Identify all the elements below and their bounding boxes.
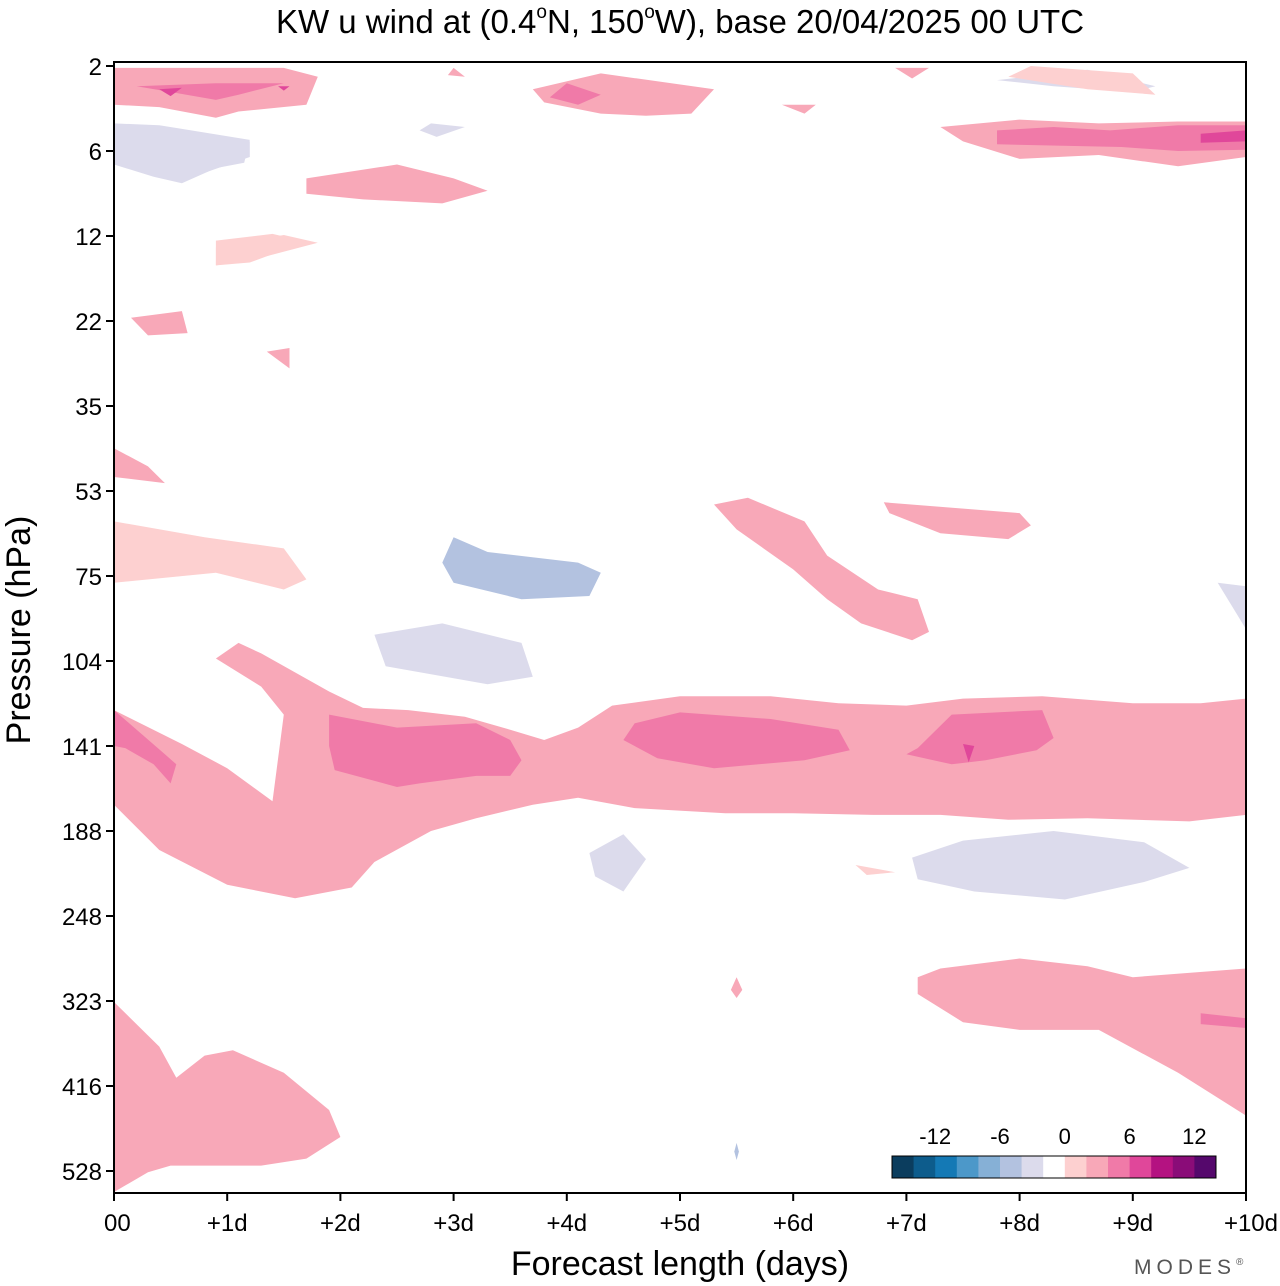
x-tick-label: +5d (660, 1210, 701, 1237)
x-tick-label: 00 (104, 1210, 131, 1237)
colorbar-swatch (1043, 1156, 1066, 1178)
y-tick-label: 323 (62, 989, 102, 1016)
contour-region (1200, 1013, 1246, 1028)
colorbar-label: -6 (990, 1124, 1010, 1149)
contour-region (215, 233, 307, 266)
colorbar-swatch (1172, 1156, 1195, 1178)
y-axis: 2 6 12 22 35 53 75 104 141 188 248 323 416 528 (62, 54, 114, 1186)
contour-region (734, 1142, 739, 1160)
contour-region (266, 348, 290, 369)
x-tick-label: +6d (773, 1210, 814, 1237)
contour-region (114, 642, 1246, 899)
colorbar-swatch (1000, 1156, 1022, 1178)
y-tick-label: 104 (62, 649, 102, 676)
contour-region (114, 710, 177, 784)
y-tick-label: 248 (62, 904, 102, 931)
y-tick-label: 188 (62, 819, 102, 846)
y-tick-label: 53 (75, 479, 102, 506)
contour-region (895, 67, 929, 79)
contour-region (912, 831, 1190, 900)
colorbar-label: 12 (1182, 1124, 1206, 1149)
contour-region (1217, 582, 1246, 630)
contour-region (1200, 130, 1246, 143)
colorbar-swatch (935, 1156, 958, 1178)
colorbar-swatch (1129, 1156, 1152, 1178)
contour-region (114, 521, 307, 590)
contour-region (917, 958, 1246, 1116)
colorbar-swatch (978, 1156, 1001, 1178)
colorbar-swatch (1021, 1156, 1044, 1178)
contour-region (997, 125, 1246, 151)
x-tick-label: +4d (546, 1210, 587, 1237)
colorbar-swatch (1194, 1156, 1217, 1178)
contour-region (114, 1002, 341, 1192)
colorbar-label: -12 (919, 1124, 951, 1149)
contour-region (623, 712, 850, 769)
colorbar-frame (891, 1155, 1217, 1179)
x-tick-label: +10d (1224, 1210, 1278, 1237)
contour-region (906, 710, 1054, 765)
contour-region (114, 133, 250, 177)
contour-region (855, 865, 896, 875)
contour-region (306, 164, 488, 204)
colorbar-swatch (1086, 1156, 1109, 1178)
colorbar-swatch (956, 1156, 979, 1178)
contour-region (730, 977, 743, 998)
chart-title: KW u wind at (0.4oN, 150oW), base 20/04/… (276, 2, 1084, 40)
contour-region (114, 448, 165, 484)
contour-region (136, 83, 284, 100)
colorbar-swatch (1151, 1156, 1174, 1178)
y-tick-label: 528 (62, 1159, 102, 1186)
y-tick-label: 416 (62, 1074, 102, 1101)
colorbar-label: 6 (1123, 1124, 1135, 1149)
contour-region (589, 834, 646, 892)
x-axis: 00 +1d +2d +3d +4d +5d +6d +7d +8d +9d +10d (104, 1193, 1278, 1237)
contour-region (374, 623, 533, 685)
colorbar-swatch (1108, 1156, 1130, 1178)
colorbar-swatch (892, 1156, 914, 1178)
colorbar-swatch (1064, 1156, 1087, 1178)
x-tick-label: +2d (320, 1210, 361, 1237)
x-axis-label: Forecast length (days) (511, 1245, 849, 1283)
contour-region (419, 123, 465, 137)
contour-region (329, 714, 522, 787)
contour-region (278, 86, 290, 91)
contour-region (883, 502, 1031, 540)
x-tick-label: +1d (207, 1210, 248, 1237)
contour-region (131, 311, 188, 336)
x-tick-label: +8d (999, 1210, 1040, 1237)
y-tick-label: 75 (75, 564, 102, 591)
contour-region (532, 73, 714, 116)
contour-region (549, 83, 601, 105)
y-tick-label: 141 (62, 734, 102, 761)
y-axis-label: Pressure (hPa) (0, 516, 38, 745)
x-tick-label: +9d (1112, 1210, 1153, 1237)
modes-logo: MODES® (1134, 1256, 1248, 1279)
x-tick-label: +7d (886, 1210, 927, 1237)
contour-region (159, 87, 182, 97)
colorbar: -12 -6 0 6 12 (891, 1124, 1217, 1179)
contour-region (963, 744, 975, 763)
y-tick-label: 6 (89, 139, 102, 166)
y-tick-label: 35 (75, 394, 102, 421)
contour-region (1008, 66, 1156, 95)
y-tick-label: 22 (75, 309, 102, 336)
colorbar-label: 0 (1059, 1124, 1071, 1149)
contour-region (714, 497, 929, 641)
y-tick-label: 12 (75, 224, 102, 251)
x-tick-label: +3d (433, 1210, 474, 1237)
colorbar-swatch (913, 1156, 936, 1178)
contour-fills (114, 66, 1246, 1192)
contour-region (442, 537, 601, 600)
y-tick-label: 2 (89, 54, 102, 81)
contour-region (447, 67, 465, 77)
contour-region (781, 104, 816, 114)
